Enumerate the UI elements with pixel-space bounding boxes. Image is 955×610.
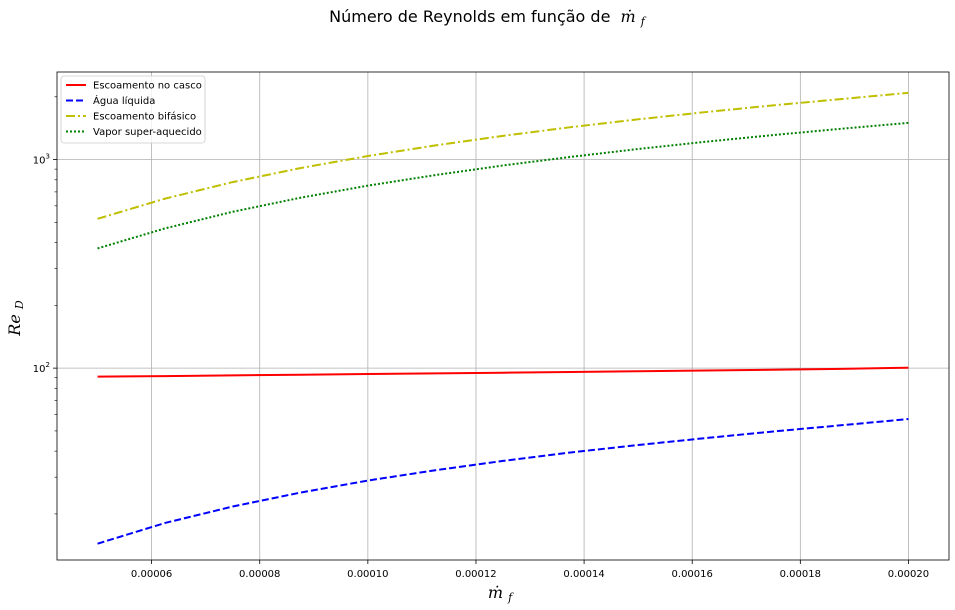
x-tick-label: 0.00008 xyxy=(239,569,280,580)
grid-lines xyxy=(57,72,949,560)
series-line-3 xyxy=(97,91,909,220)
plot-area xyxy=(57,72,949,560)
y-axis-label: Re D xyxy=(5,300,26,337)
chart-title-math-sub: f xyxy=(640,15,647,28)
legend-box xyxy=(60,75,206,144)
x-tick-label: 0.00006 xyxy=(131,569,172,580)
x-tick-label: 0.00018 xyxy=(780,569,821,580)
x-tick-label: 0.00014 xyxy=(563,569,604,580)
series-group xyxy=(97,91,909,545)
legend-label-2: Água líquida xyxy=(93,94,155,107)
x-tick-label: 0.00012 xyxy=(455,569,496,580)
x-tick-label: 0.00010 xyxy=(347,569,388,580)
series-line-2 xyxy=(97,418,909,545)
tick-group: 0.00006 0.00008 0.00010 0.00012 0.00014 0.000… xyxy=(33,96,929,580)
legend-label-4: Vapor super-aquecido xyxy=(93,127,202,138)
legend: Escoamento no casco Água líquida Escoament… xyxy=(60,75,206,144)
x-tick-label: 0.00016 xyxy=(672,569,713,580)
x-axis-label-sub: f xyxy=(507,591,514,604)
series-line-4 xyxy=(97,121,909,250)
legend-label-1: Escoamento no casco xyxy=(93,81,202,92)
series-line-1 xyxy=(97,366,909,378)
plot-frame xyxy=(56,71,950,561)
x-axis-label-base: ṁ xyxy=(488,583,503,602)
y-tick-label: 103 xyxy=(33,153,50,167)
chart-title: Número de Reynolds em função de ṁ f xyxy=(329,7,647,28)
y-axis-label-sub: D xyxy=(13,300,26,310)
x-tick-label: 0.00020 xyxy=(888,569,929,580)
x-axis-label: ṁ f xyxy=(488,583,514,604)
y-axis-label-base: Re xyxy=(5,314,24,337)
chart-title-math-base: ṁ xyxy=(621,7,636,26)
legend-label-3: Escoamento bifásico xyxy=(93,111,196,123)
y-tick-label: 102 xyxy=(33,361,50,375)
chart-title-text: Número de Reynolds em função de xyxy=(329,7,610,26)
